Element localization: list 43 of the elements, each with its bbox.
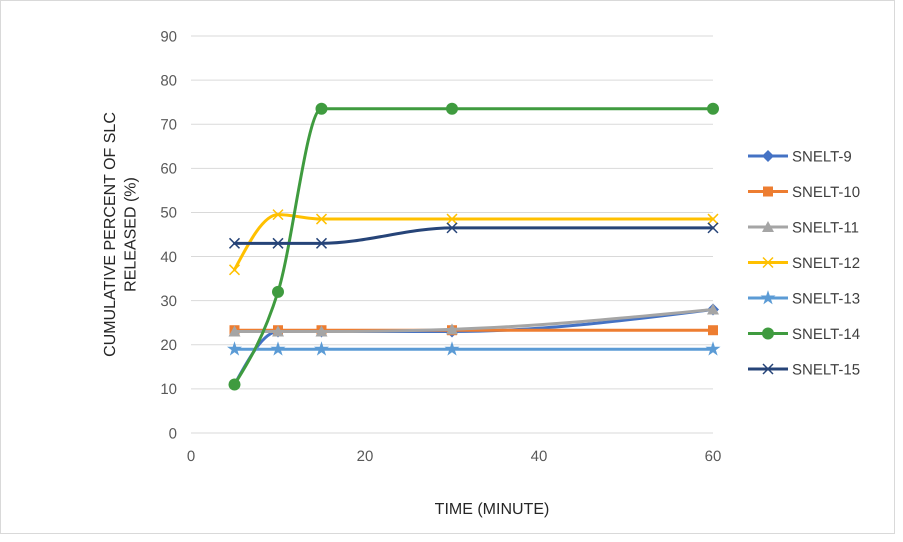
y-tick-label: 50 (160, 204, 177, 222)
y-tick-label: 40 (160, 248, 177, 266)
y-tick-label: 90 (160, 28, 177, 46)
y-tick-label: 70 (160, 116, 177, 134)
point (705, 341, 721, 356)
legend-label: SNELT-11 (792, 219, 859, 236)
y-tick-label: 20 (160, 337, 177, 354)
point (316, 213, 328, 225)
point (446, 222, 458, 234)
point (446, 213, 458, 225)
point (226, 341, 242, 356)
point (272, 208, 284, 220)
x-tick-label: 60 (704, 448, 722, 465)
legend-label: SNELT-13 (792, 290, 860, 308)
legend-label: SNELT-12 (792, 254, 860, 272)
x-tick-label: 0 (186, 448, 196, 465)
x-tick-label: 20 (356, 448, 374, 465)
point (707, 213, 719, 225)
y-tick-label: 10 (160, 381, 177, 398)
point (228, 264, 240, 276)
legend-label: SNELT-9 (792, 148, 852, 166)
legend-label: SNELT-15 (792, 361, 860, 378)
point (446, 102, 458, 115)
point (708, 325, 718, 336)
y-tick-label: 80 (160, 72, 177, 90)
y-tick-label: 0 (168, 425, 177, 442)
y-tick-label: 60 (160, 160, 177, 178)
point (316, 102, 328, 115)
point (272, 286, 284, 298)
point (314, 341, 330, 356)
legend-label: SNELT-10 (792, 184, 860, 201)
point (272, 238, 284, 250)
x-tick-label: 40 (530, 448, 548, 465)
x-axis-title: TIME (MINUTE) (434, 501, 550, 518)
point (707, 102, 719, 115)
point (444, 341, 460, 356)
point (228, 238, 240, 250)
legend-label: SNELT-14 (792, 326, 860, 343)
y-axis-title: CUMULATIVE PERCENT OF SLC RELEASED (%) (102, 112, 140, 357)
y-tick-label: 30 (160, 292, 177, 310)
point (707, 222, 719, 234)
point (316, 238, 328, 250)
point (270, 341, 286, 356)
